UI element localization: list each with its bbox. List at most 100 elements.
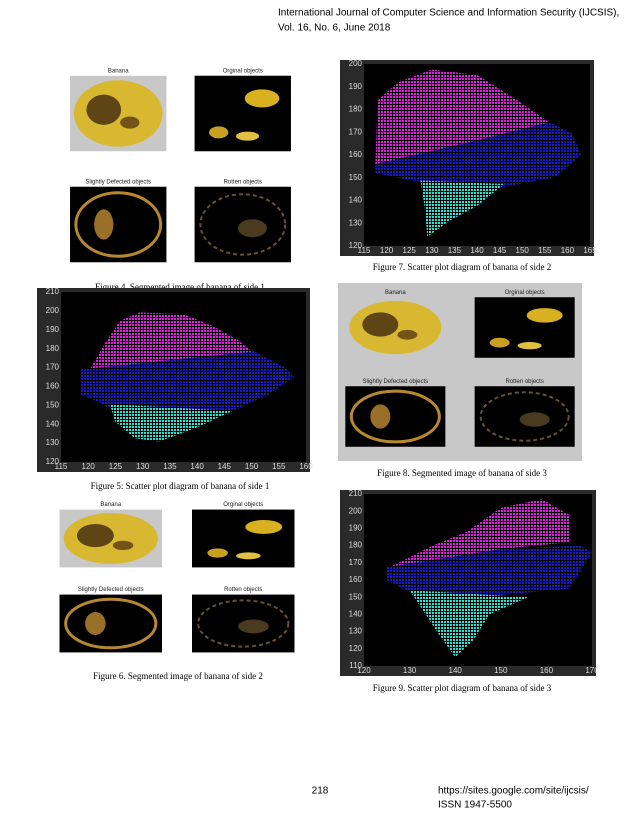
- x-tick-label: 130: [403, 666, 417, 675]
- x-tick-label: 125: [109, 462, 123, 471]
- cluster: [110, 404, 233, 442]
- footer-url: https://sites.google.com/site/ijcsis/: [438, 786, 589, 797]
- panel-label: Orginal objects: [505, 290, 545, 296]
- x-tick-label: 160: [540, 666, 554, 675]
- y-tick-label: 200: [46, 306, 60, 315]
- cluster: [375, 69, 550, 165]
- image-dark: [59, 594, 162, 653]
- outline: [197, 599, 290, 648]
- y-tick-label: 140: [349, 610, 363, 619]
- object: [207, 548, 228, 558]
- panel-label: Rotten objects: [505, 379, 543, 385]
- x-tick-label: 120: [380, 246, 394, 255]
- y-tick-label: 180: [46, 344, 60, 353]
- panel-label: Banana: [100, 502, 121, 508]
- spot: [397, 329, 418, 340]
- object: [489, 337, 510, 348]
- panel-label: Orginal objects: [223, 502, 263, 508]
- panel-label: Banana: [385, 290, 406, 296]
- x-tick-label: 130: [136, 462, 150, 471]
- y-tick-label: 140: [349, 196, 363, 205]
- y-tick-label: 150: [349, 173, 363, 182]
- y-tick-label: 170: [46, 363, 60, 372]
- object: [526, 308, 563, 323]
- x-tick-label: 135: [163, 462, 177, 471]
- x-tick-label: 115: [358, 246, 371, 255]
- x-tick-label: 140: [190, 462, 204, 471]
- y-tick-label: 130: [349, 218, 363, 227]
- page-number: 218: [312, 786, 329, 797]
- y-tick-label: 150: [349, 592, 363, 601]
- y-tick-label: 120: [46, 457, 60, 466]
- x-tick-label: 165: [583, 246, 597, 255]
- panel-label: Slightly Defected objects: [362, 379, 428, 385]
- x-tick-label: 125: [403, 246, 417, 255]
- figure-caption: Figure 7. Scatter plot diagram of banana…: [373, 262, 551, 272]
- object: [94, 209, 114, 240]
- object: [237, 219, 267, 238]
- y-tick-label: 200: [349, 59, 363, 68]
- x-tick-label: 160: [299, 462, 313, 471]
- panel-label: Rotten objects: [224, 587, 262, 593]
- x-tick-label: 170: [585, 666, 599, 675]
- header-line: Vol. 16, No. 6, June 2018: [278, 23, 391, 34]
- panel-label: Slightly Defected objects: [78, 587, 144, 593]
- header-line: International Journal of Computer Scienc…: [278, 8, 619, 19]
- panel-label: Rotten objects: [224, 179, 262, 185]
- x-tick-label: 150: [494, 666, 508, 675]
- y-tick-label: 190: [349, 524, 363, 533]
- object: [236, 131, 260, 141]
- object: [85, 611, 106, 636]
- x-tick-label: 120: [82, 462, 96, 471]
- object: [209, 126, 229, 139]
- object: [370, 404, 391, 429]
- footer-issn: ISSN 1947-5500: [438, 800, 512, 811]
- cluster: [80, 349, 294, 411]
- cluster: [409, 590, 529, 658]
- y-tick-label: 180: [349, 105, 363, 114]
- cluster: [420, 180, 505, 237]
- y-tick-label: 110: [349, 661, 362, 670]
- outline: [349, 389, 441, 444]
- object: [245, 520, 283, 534]
- x-tick-label: 145: [218, 462, 232, 471]
- x-tick-label: 155: [272, 462, 286, 471]
- panel-label: Orginal objects: [223, 68, 263, 74]
- y-tick-label: 140: [46, 419, 60, 428]
- y-tick-label: 160: [349, 150, 363, 159]
- figure-caption: Figure 4. Segmented image of banana of s…: [95, 282, 265, 292]
- figure-caption: Figure 6. Segmented image of banana of s…: [93, 671, 263, 681]
- spot: [362, 312, 399, 337]
- cluster: [375, 122, 581, 188]
- spot: [76, 524, 114, 548]
- spot: [112, 540, 134, 551]
- x-tick-label: 145: [493, 246, 507, 255]
- image-dark: [345, 386, 446, 447]
- outline: [64, 597, 158, 650]
- y-tick-label: 170: [349, 127, 363, 136]
- y-tick-label: 180: [349, 541, 363, 550]
- y-tick-label: 130: [46, 438, 60, 447]
- y-tick-label: 190: [46, 325, 60, 334]
- y-tick-label: 170: [349, 558, 363, 567]
- outline: [74, 191, 163, 258]
- x-tick-label: 140: [449, 666, 463, 675]
- x-tick-label: 130: [425, 246, 439, 255]
- cluster: [391, 499, 570, 567]
- x-tick-label: 150: [245, 462, 259, 471]
- x-tick-label: 120: [357, 666, 371, 675]
- spot: [120, 116, 140, 129]
- x-tick-label: 115: [55, 462, 68, 471]
- y-tick-label: 150: [46, 400, 60, 409]
- image-dark: [70, 186, 167, 263]
- panel-label: Banana: [108, 68, 129, 74]
- panel-label: Slightly Defected objects: [85, 179, 151, 185]
- y-tick-label: 160: [46, 382, 60, 391]
- figure-caption: Figure 9. Scatter plot diagram of banana…: [373, 683, 552, 693]
- object: [238, 619, 269, 634]
- y-tick-label: 160: [349, 575, 363, 584]
- outline: [199, 193, 287, 256]
- y-tick-label: 130: [349, 627, 363, 636]
